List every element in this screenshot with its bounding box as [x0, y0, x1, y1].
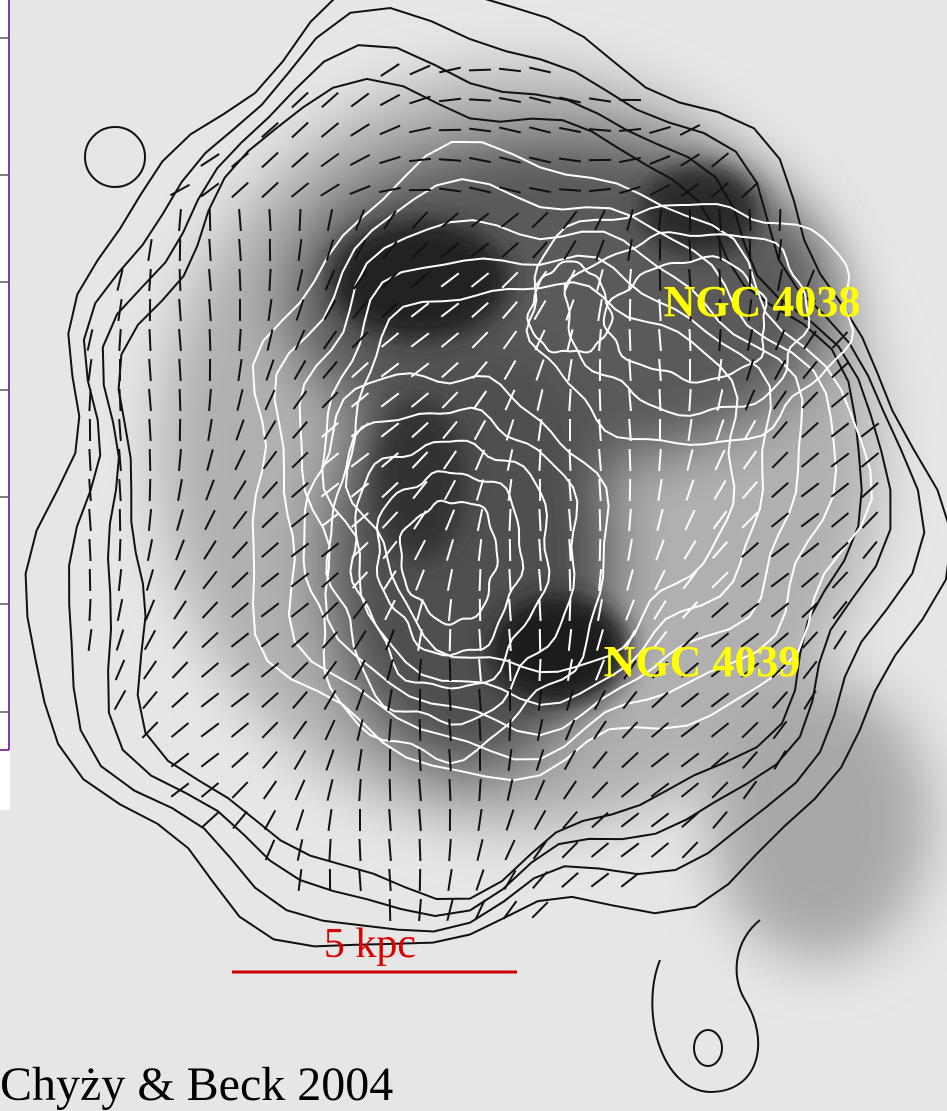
polarization-vector	[89, 389, 90, 411]
galaxy-label: NGC 4039	[604, 637, 801, 686]
polarization-vector	[570, 449, 571, 471]
polarization-vector	[749, 209, 750, 231]
polarization-vector	[300, 209, 301, 231]
polarization-vector	[510, 509, 511, 531]
polarization-vector	[210, 329, 211, 351]
polarization-vector	[660, 389, 661, 411]
polarization-vector	[629, 359, 630, 381]
polarization-vector	[480, 569, 481, 591]
polarization-vector	[359, 779, 360, 801]
polarization-vector	[450, 659, 451, 681]
polarization-vector	[569, 539, 570, 561]
polarization-vector	[509, 719, 510, 741]
polarization-vector	[420, 719, 421, 741]
polarization-vector	[509, 569, 510, 591]
polarization-vector	[209, 239, 210, 261]
polarization-vector	[540, 659, 541, 681]
polarization-vector	[390, 899, 391, 921]
polarization-vector	[89, 449, 90, 471]
polarization-vector	[450, 629, 451, 651]
polarization-vector	[389, 869, 390, 891]
polarization-vector	[570, 569, 571, 591]
polarization-vector	[239, 329, 240, 351]
polarization-vector	[449, 689, 450, 711]
polarization-vector	[390, 779, 391, 801]
polarization-vector	[539, 449, 540, 471]
polarization-vector	[329, 839, 330, 861]
polarization-vector	[419, 749, 420, 771]
polarization-vector	[120, 389, 121, 411]
polarization-vector	[719, 329, 720, 351]
polarization-vector	[480, 719, 481, 741]
polarization-vector	[420, 839, 421, 861]
radio-map: NGC 4038 NGC 4039 5 kpc Chyży & Beck 200…	[0, 0, 947, 1111]
polarization-vector	[539, 509, 540, 531]
credit: Chyży & Beck 2004	[0, 1058, 393, 1111]
polarization-vector	[479, 629, 480, 651]
polarization-vector	[149, 419, 150, 441]
polarization-vector	[780, 209, 781, 231]
polarization-vector	[479, 779, 480, 801]
polarization-vector	[179, 359, 180, 381]
polarization-vector	[660, 269, 661, 291]
polarization-vector	[660, 239, 661, 261]
polarization-vector	[150, 479, 151, 501]
polarization-vector	[689, 239, 690, 261]
polarization-vector	[119, 479, 120, 501]
polarization-vector	[150, 329, 151, 351]
polarization-vector	[120, 539, 121, 561]
polarization-vector	[360, 839, 361, 861]
polarization-vector	[659, 299, 660, 321]
polarization-vector	[630, 329, 631, 351]
polarization-vector	[439, 159, 461, 160]
polarization-vector	[240, 269, 241, 291]
scale-bar-label: 5 kpc	[324, 921, 416, 967]
polarization-vector	[569, 389, 570, 411]
polarization-vector	[600, 539, 601, 561]
side-panel	[0, 0, 10, 810]
polarization-vector	[630, 449, 631, 471]
polarization-vector	[180, 389, 181, 411]
polarization-vector	[269, 269, 270, 291]
polarization-vector	[210, 209, 211, 231]
polarization-vector	[559, 189, 581, 190]
polarization-vector	[119, 329, 120, 351]
polarization-vector	[90, 599, 91, 621]
polarization-vector	[180, 269, 181, 291]
polarization-vector	[450, 779, 451, 801]
polarization-vector	[689, 389, 690, 411]
polarization-vector	[599, 479, 600, 501]
polarization-vector	[89, 539, 90, 561]
polarization-vector	[570, 599, 571, 621]
polarization-vector	[150, 449, 151, 471]
polarization-vector	[469, 99, 491, 100]
polarization-vector	[690, 329, 691, 351]
polarization-vector	[469, 70, 491, 71]
polarization-vector	[509, 659, 510, 681]
polarization-vector	[269, 209, 270, 231]
polarization-vector	[600, 509, 601, 531]
galaxy-label: NGC 4038	[664, 277, 861, 326]
page: NGC 4038 NGC 4039 5 kpc Chyży & Beck 200…	[0, 0, 947, 1111]
polarization-vector	[539, 599, 540, 621]
polarization-vector	[600, 389, 601, 411]
